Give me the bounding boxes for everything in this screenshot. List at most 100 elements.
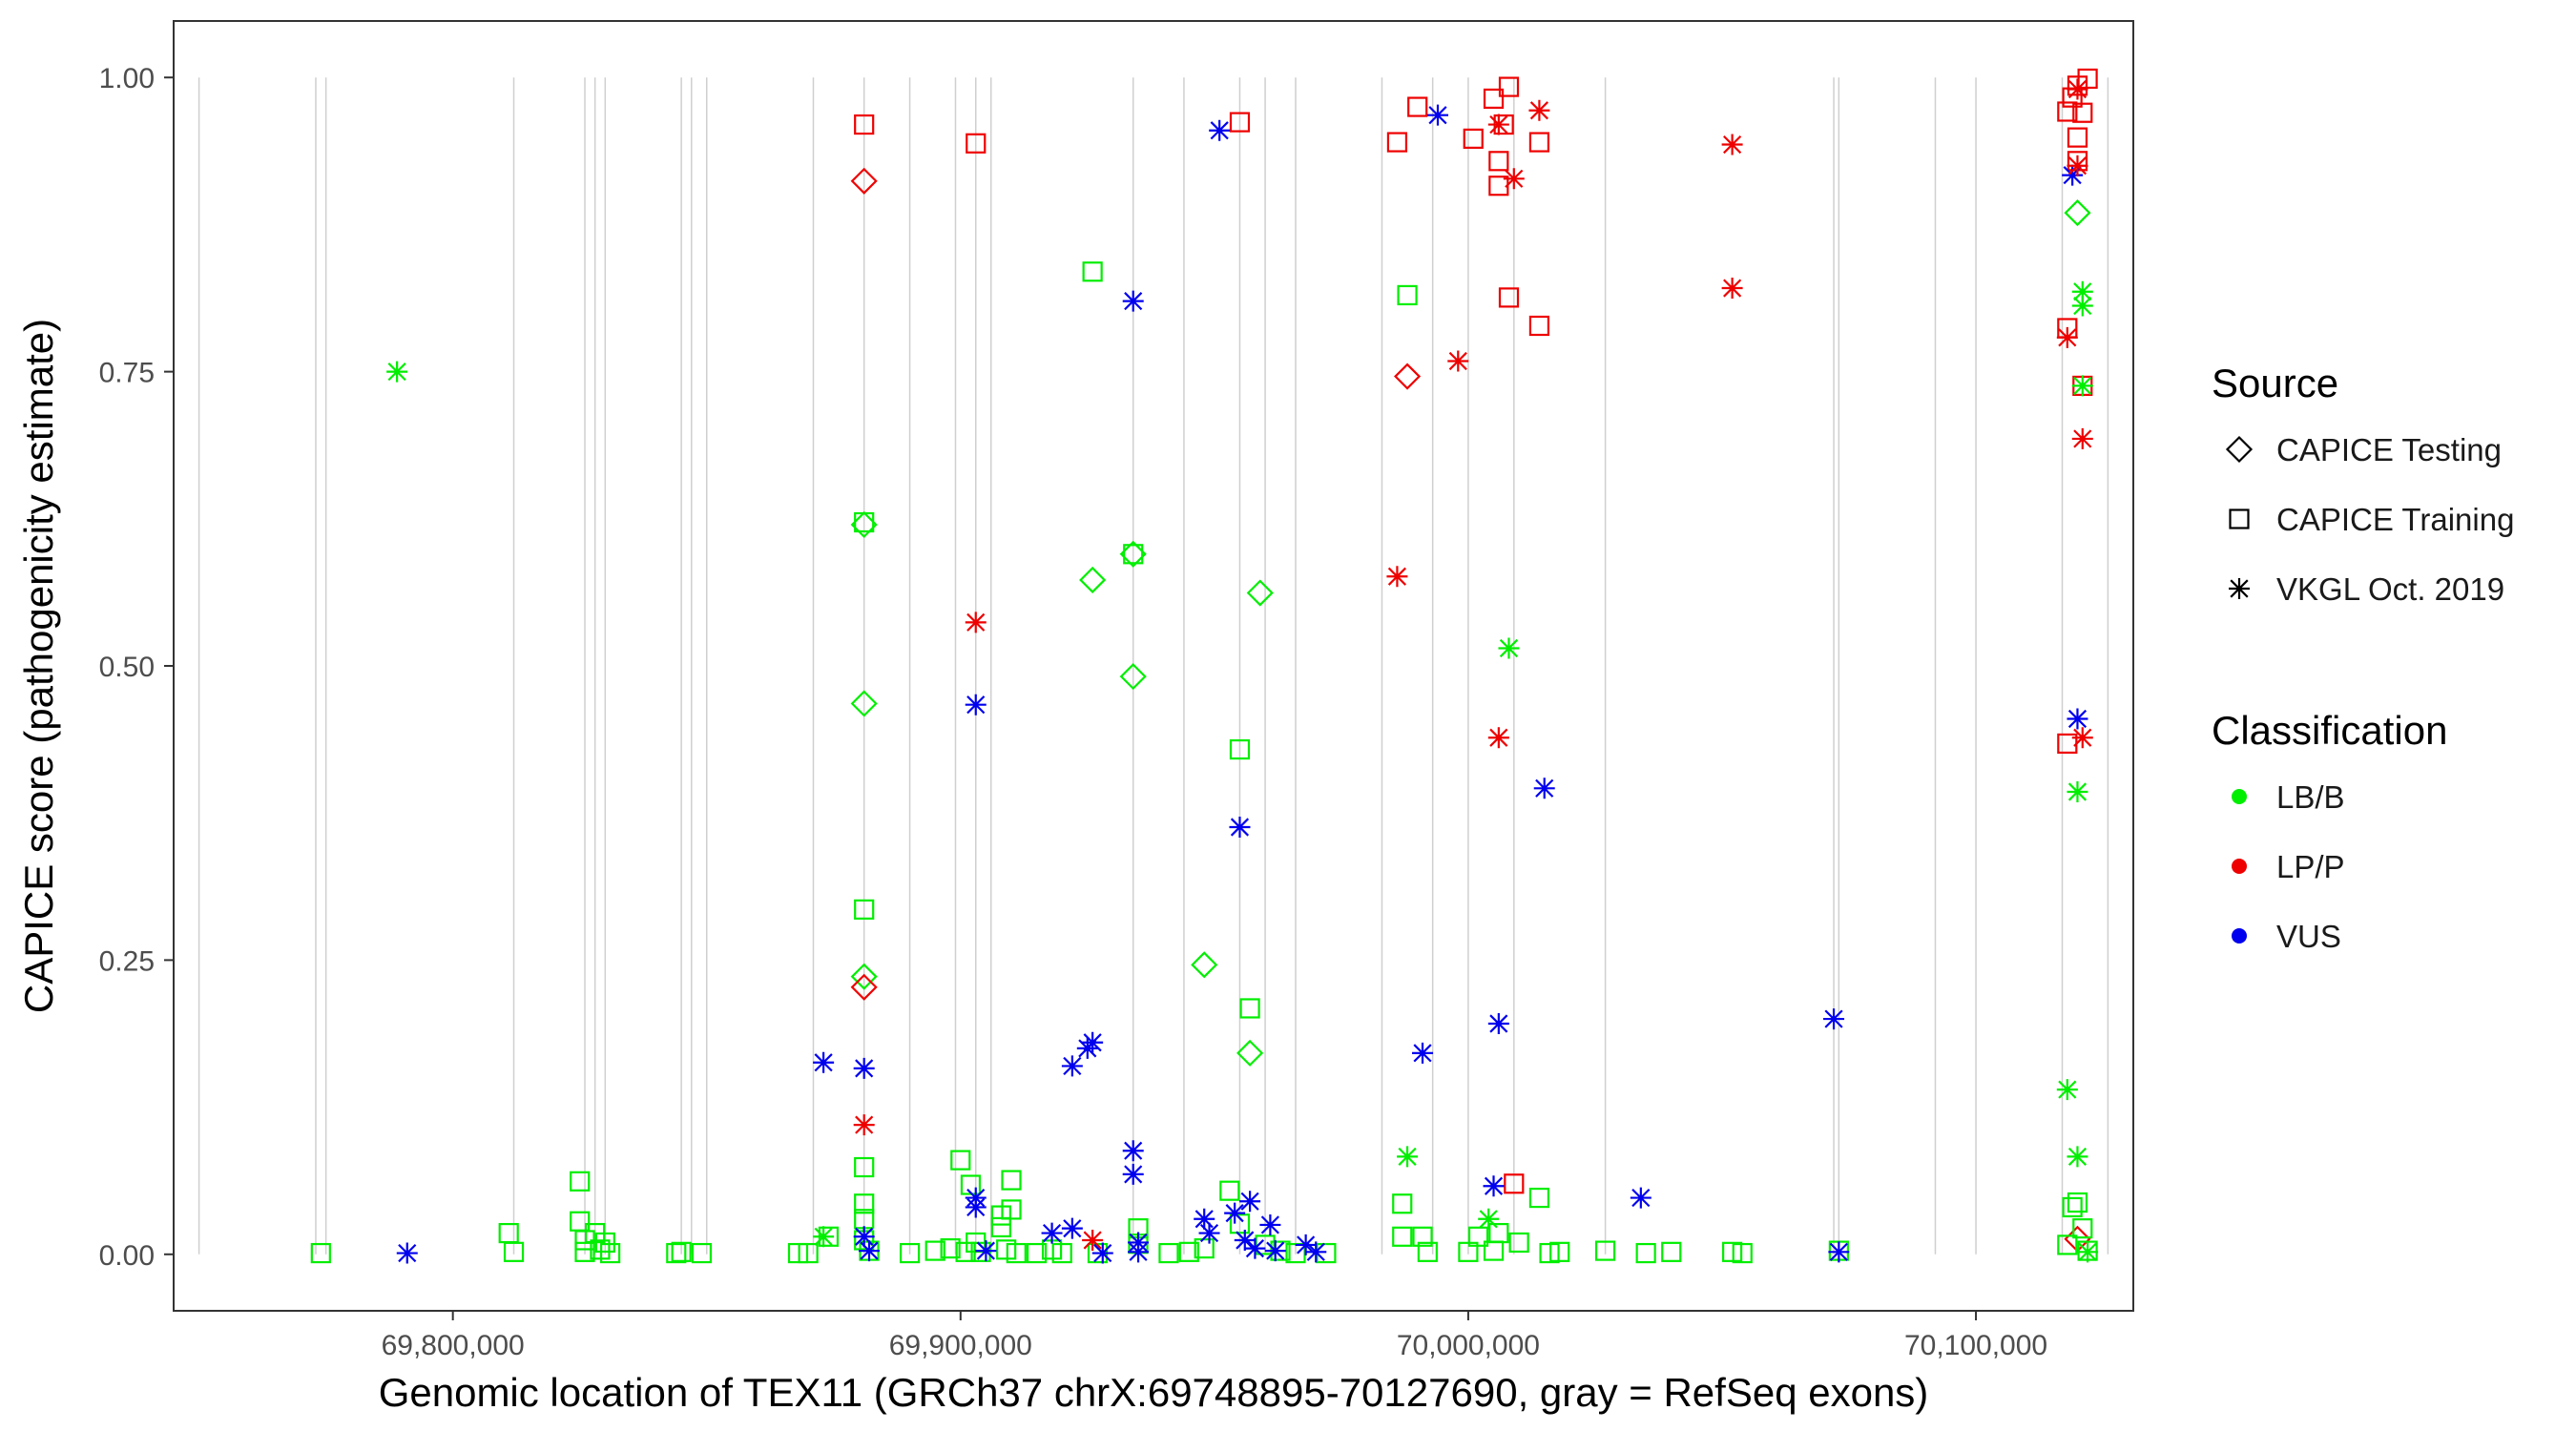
legend-class-key xyxy=(2232,859,2247,874)
data-point xyxy=(1823,1008,1845,1030)
data-point xyxy=(899,1242,921,1264)
data-point xyxy=(996,1239,1017,1260)
data-point xyxy=(813,1226,835,1248)
data-point xyxy=(2064,199,2091,227)
data-point xyxy=(1478,1208,1500,1230)
data-point xyxy=(813,1051,835,1073)
data-point xyxy=(310,1242,331,1264)
data-point xyxy=(1426,104,1448,126)
y-axis: 0.00 0.25 0.50 0.75 1.00 xyxy=(99,63,174,1272)
data-point xyxy=(1041,1222,1063,1244)
data-point xyxy=(1488,1222,1509,1244)
data-point xyxy=(1082,1031,1104,1053)
data-point xyxy=(1119,663,1147,691)
data-point xyxy=(853,1114,875,1136)
legend-class-key xyxy=(2232,928,2247,944)
data-point xyxy=(1533,778,1555,799)
data-point xyxy=(950,1150,971,1171)
data-point xyxy=(1001,1199,1022,1220)
y-tick-label: 0.50 xyxy=(99,652,155,683)
data-point xyxy=(1128,1241,1150,1263)
legend-source-key xyxy=(2225,435,2254,464)
y-axis-title: CAPICE score (pathogenicity estimate) xyxy=(16,319,61,1013)
data-point xyxy=(990,1216,1011,1238)
data-point xyxy=(386,361,408,383)
data-point xyxy=(854,1156,875,1178)
data-point xyxy=(2067,780,2088,802)
data-point xyxy=(2077,68,2098,90)
x-tick-label: 69,900,000 xyxy=(889,1330,1032,1361)
data-point xyxy=(2072,1218,2093,1239)
data-point xyxy=(1539,1242,1560,1264)
data-point xyxy=(1191,951,1218,979)
data-point xyxy=(1594,1240,1616,1261)
data-point xyxy=(859,1240,881,1262)
data-point xyxy=(1224,1202,1246,1224)
data-point xyxy=(1412,1042,1434,1064)
data-point xyxy=(1246,579,1274,607)
data-point xyxy=(965,1196,987,1218)
data-point xyxy=(671,1241,692,1262)
data-point xyxy=(1503,168,1525,190)
legend-class-label: LB/B xyxy=(2276,779,2345,815)
data-point xyxy=(990,1205,1011,1226)
data-point xyxy=(1487,114,1509,135)
data-point xyxy=(854,511,875,533)
data-point xyxy=(1119,540,1147,568)
data-point xyxy=(503,1241,525,1262)
y-tick-label: 0.25 xyxy=(99,945,155,977)
data-point xyxy=(1122,1140,1144,1162)
data-point xyxy=(2072,102,2093,123)
data-point xyxy=(1244,1237,1266,1259)
data-point xyxy=(1483,1175,1505,1197)
data-point xyxy=(1082,261,1103,282)
data-point xyxy=(2062,164,2084,186)
data-point xyxy=(1236,1039,1264,1067)
data-point xyxy=(1079,566,1107,594)
data-point xyxy=(940,1238,961,1259)
data-point xyxy=(1417,1241,1438,1262)
data-point xyxy=(1027,1242,1048,1264)
data-point xyxy=(1255,1234,1276,1255)
data-point xyxy=(1229,817,1251,838)
data-point xyxy=(1508,1232,1529,1254)
data-point xyxy=(798,1242,819,1264)
data-point xyxy=(1051,1242,1072,1264)
legend-class-key xyxy=(2232,789,2247,804)
data-point xyxy=(975,1240,997,1262)
data-point xyxy=(2071,280,2093,302)
data-point xyxy=(1209,119,1231,141)
data-point xyxy=(1397,1146,1419,1168)
legend-source-label: VKGL Oct. 2019 xyxy=(2276,571,2504,607)
data-point xyxy=(1229,112,1251,133)
legend-class-label: VUS xyxy=(2276,919,2341,954)
data-point xyxy=(1722,1241,1743,1262)
data-point xyxy=(1239,1191,1261,1213)
x-tick-label: 70,100,000 xyxy=(1904,1330,2047,1361)
data-point xyxy=(594,1232,615,1254)
data-point xyxy=(2056,1079,2078,1101)
data-point xyxy=(854,899,875,920)
data-point xyxy=(2067,1146,2088,1168)
data-point xyxy=(1061,1055,1083,1077)
data-point xyxy=(2077,1241,2099,1263)
data-point xyxy=(1001,1170,1022,1191)
data-point xyxy=(965,694,987,716)
data-point xyxy=(2057,101,2078,122)
legend-source-key xyxy=(2229,508,2250,529)
data-point xyxy=(1219,1180,1240,1201)
data-point xyxy=(787,1242,809,1264)
legend-source-title: Source xyxy=(2212,361,2338,405)
data-point xyxy=(970,1241,991,1262)
data-point xyxy=(854,114,875,135)
data-point xyxy=(1528,99,1550,121)
data-point xyxy=(2071,427,2093,449)
data-point xyxy=(2071,375,2093,397)
data-point xyxy=(1392,1226,1413,1247)
data-point xyxy=(2067,1192,2088,1213)
data-point xyxy=(1392,1193,1413,1214)
data-point xyxy=(1229,1213,1251,1234)
data-point xyxy=(1198,1222,1220,1244)
data-point xyxy=(1483,88,1505,110)
